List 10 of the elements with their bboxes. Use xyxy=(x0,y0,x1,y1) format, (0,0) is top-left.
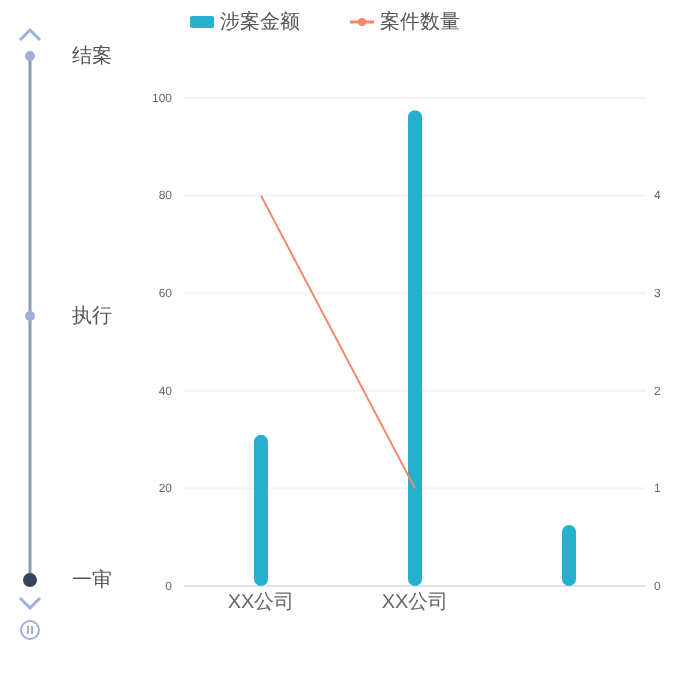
legend-label: 涉案金额 xyxy=(220,10,300,35)
bar xyxy=(408,110,422,586)
bar xyxy=(254,434,268,586)
bar xyxy=(562,525,576,586)
text: 执行 xyxy=(72,304,112,329)
x-tick-label: XX公司 xyxy=(381,590,449,614)
text: 结案 xyxy=(72,44,112,69)
x-tick-label: XX公司 xyxy=(227,590,295,614)
text: 一审 xyxy=(72,568,112,593)
legend-label: 案件数量 xyxy=(380,10,460,35)
